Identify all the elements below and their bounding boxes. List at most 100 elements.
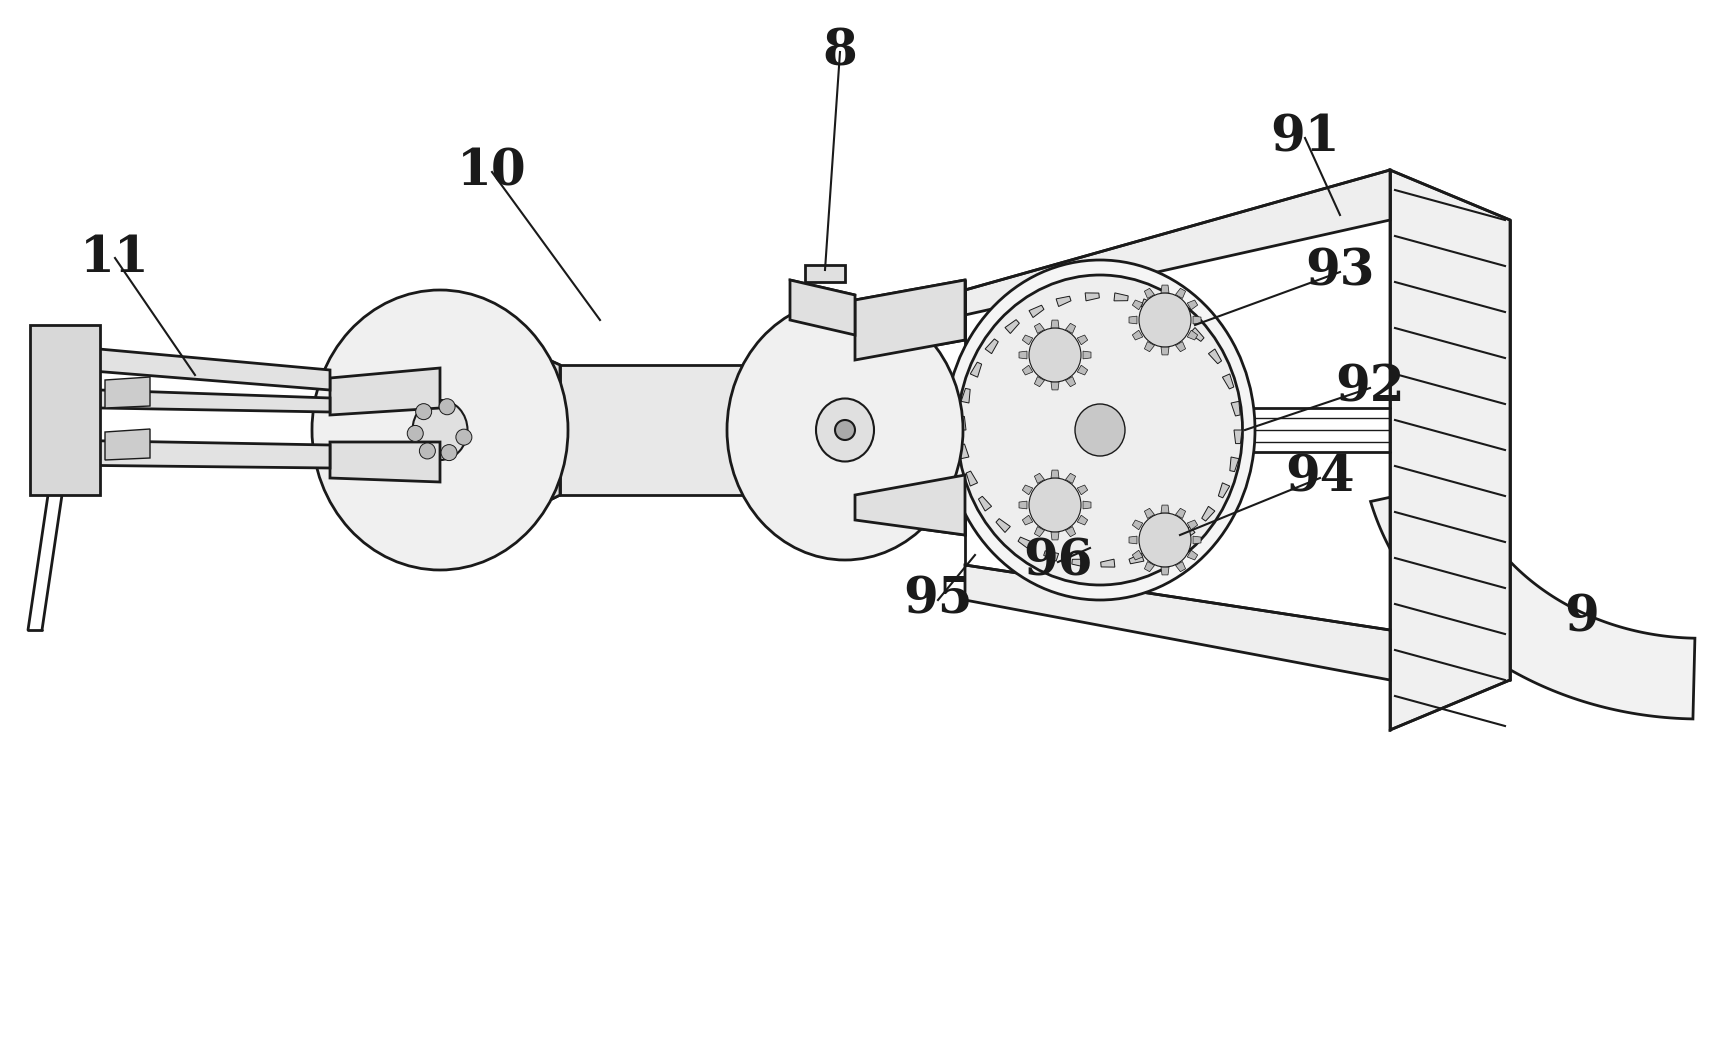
Ellipse shape: [1029, 478, 1082, 532]
Polygon shape: [1022, 335, 1032, 345]
Polygon shape: [1034, 474, 1044, 483]
Polygon shape: [1188, 300, 1198, 310]
Polygon shape: [854, 280, 966, 360]
Ellipse shape: [313, 290, 567, 570]
Polygon shape: [439, 310, 561, 555]
Polygon shape: [31, 325, 101, 495]
Polygon shape: [1022, 485, 1032, 495]
Polygon shape: [1034, 377, 1044, 387]
Polygon shape: [1222, 373, 1234, 389]
Polygon shape: [1065, 377, 1075, 387]
Polygon shape: [805, 265, 844, 282]
Polygon shape: [1101, 559, 1114, 568]
Text: 10: 10: [456, 148, 526, 196]
Ellipse shape: [1138, 293, 1191, 347]
Polygon shape: [1077, 335, 1087, 345]
Polygon shape: [1072, 559, 1085, 568]
Polygon shape: [1130, 316, 1136, 324]
Polygon shape: [1084, 501, 1090, 509]
Polygon shape: [1371, 481, 1695, 718]
Polygon shape: [1189, 327, 1205, 342]
Polygon shape: [1230, 457, 1239, 472]
Ellipse shape: [1075, 404, 1125, 456]
Circle shape: [407, 425, 424, 441]
Polygon shape: [1188, 551, 1198, 560]
Polygon shape: [1077, 485, 1087, 495]
Polygon shape: [1155, 542, 1171, 555]
Polygon shape: [1208, 349, 1222, 364]
Polygon shape: [1034, 526, 1044, 537]
Polygon shape: [1044, 551, 1058, 561]
Polygon shape: [854, 475, 966, 535]
Polygon shape: [971, 362, 981, 378]
Text: 92: 92: [1335, 364, 1405, 413]
Polygon shape: [1051, 471, 1060, 478]
Ellipse shape: [957, 275, 1242, 586]
Polygon shape: [1145, 342, 1155, 351]
Polygon shape: [1130, 536, 1136, 544]
Polygon shape: [1133, 330, 1143, 340]
Polygon shape: [1176, 288, 1186, 299]
Ellipse shape: [945, 260, 1254, 600]
Polygon shape: [1130, 554, 1143, 563]
Text: 9: 9: [1565, 594, 1600, 642]
Circle shape: [456, 429, 472, 445]
Polygon shape: [1230, 401, 1241, 416]
Ellipse shape: [726, 300, 962, 560]
Polygon shape: [561, 365, 844, 495]
Polygon shape: [1389, 170, 1511, 730]
Polygon shape: [1188, 330, 1198, 340]
Polygon shape: [1056, 296, 1072, 307]
Polygon shape: [1167, 310, 1183, 323]
Polygon shape: [966, 170, 1389, 315]
Polygon shape: [1019, 537, 1032, 550]
Polygon shape: [1145, 509, 1155, 518]
Polygon shape: [960, 444, 969, 459]
Polygon shape: [104, 377, 150, 408]
Polygon shape: [1019, 351, 1027, 359]
Polygon shape: [1051, 532, 1060, 540]
Polygon shape: [966, 472, 978, 486]
Polygon shape: [1051, 382, 1060, 390]
Polygon shape: [1160, 505, 1169, 513]
Polygon shape: [1022, 365, 1032, 375]
Text: 11: 11: [80, 233, 150, 283]
Text: 93: 93: [1306, 248, 1374, 296]
Text: 95: 95: [904, 575, 972, 625]
Polygon shape: [330, 442, 439, 482]
Polygon shape: [1193, 316, 1201, 324]
Polygon shape: [1176, 561, 1186, 572]
Polygon shape: [1160, 285, 1169, 293]
Ellipse shape: [1138, 513, 1191, 567]
Polygon shape: [1077, 365, 1087, 375]
Polygon shape: [1234, 430, 1242, 443]
Polygon shape: [1051, 320, 1060, 328]
Polygon shape: [966, 565, 1389, 680]
Polygon shape: [996, 519, 1010, 533]
Text: 8: 8: [822, 27, 858, 77]
Polygon shape: [1201, 506, 1215, 521]
Text: 91: 91: [1270, 114, 1340, 162]
Polygon shape: [101, 390, 330, 413]
Polygon shape: [1181, 526, 1195, 540]
Polygon shape: [1188, 520, 1198, 530]
Polygon shape: [1133, 520, 1143, 530]
Polygon shape: [55, 440, 330, 468]
Polygon shape: [1142, 299, 1157, 309]
Polygon shape: [1160, 347, 1169, 354]
Polygon shape: [790, 280, 854, 335]
Polygon shape: [1145, 288, 1155, 299]
Text: 94: 94: [1285, 454, 1355, 502]
Polygon shape: [1065, 474, 1075, 483]
Polygon shape: [960, 388, 971, 403]
Polygon shape: [1133, 300, 1143, 310]
Polygon shape: [1219, 483, 1230, 498]
Polygon shape: [1176, 342, 1186, 351]
Polygon shape: [1065, 323, 1075, 333]
Polygon shape: [1114, 293, 1128, 301]
Ellipse shape: [412, 400, 468, 460]
Polygon shape: [1029, 305, 1044, 318]
Circle shape: [439, 399, 455, 415]
Text: 96: 96: [1024, 537, 1092, 587]
Polygon shape: [1085, 293, 1099, 301]
